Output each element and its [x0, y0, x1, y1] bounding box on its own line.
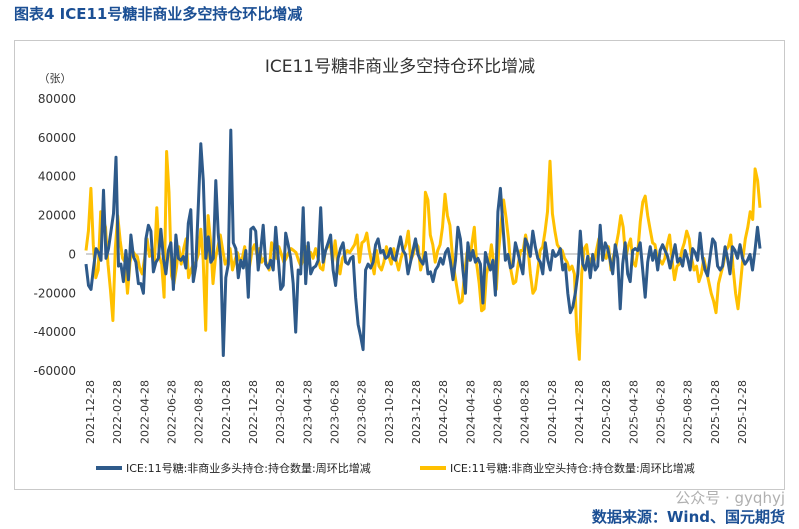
x-tick-label: 2025-12-28: [736, 380, 749, 444]
y-axis: 80000 60000 40000 20000 0 -20000 -40000 -60000: [33, 92, 76, 378]
x-tick-label: 2023-06-28: [329, 380, 342, 444]
x-tick-label: 2024-06-28: [492, 380, 505, 444]
y-axis-unit: （张）: [39, 72, 72, 85]
legend: ICE:11号糖:非商业多头持仓:持仓数量:周环比增减 ICE:11号糖:非商业…: [96, 461, 695, 475]
x-tick-label: 2022-10-28: [220, 380, 233, 444]
x-tick-label: 2024-10-28: [546, 380, 559, 444]
x-tick-label: 2023-12-28: [410, 380, 423, 444]
x-tick-label: 2022-04-28: [138, 380, 151, 444]
legend-label-long: ICE:11号糖:非商业多头持仓:持仓数量:周环比增减: [126, 461, 371, 475]
x-tick-label: 2024-12-28: [573, 380, 586, 444]
x-tick-label: 2025-02-28: [600, 380, 613, 444]
x-tick-label: 2025-06-28: [655, 380, 668, 444]
x-tick-label: 2022-08-28: [193, 380, 206, 444]
x-tick-label: 2025-08-28: [682, 380, 695, 444]
x-tick-label: 2022-02-28: [111, 380, 124, 444]
series-line-long: [84, 128, 762, 357]
y-tick-label: 20000: [38, 209, 76, 223]
y-tick-label: 80000: [38, 92, 76, 106]
y-tick-label: 40000: [38, 170, 76, 184]
chart-title: ICE11号糖非商业多空持仓环比增减: [265, 57, 535, 77]
legend-label-short: ICE:11号糖:非商业空头持仓:持仓数量:周环比增减: [450, 461, 695, 475]
source-note: 数据来源：Wind、国元期货: [591, 508, 785, 526]
x-tick-label: 2025-04-28: [627, 380, 640, 444]
watermark: 公众号 · gyqhyj: [675, 489, 785, 507]
x-tick-label: 2023-02-28: [274, 380, 287, 444]
x-tick-label: 2024-08-28: [519, 380, 532, 444]
y-tick-label: 60000: [38, 131, 76, 145]
x-tick-label: 2021-12-28: [84, 380, 97, 444]
x-tick-label: 2023-04-28: [301, 380, 314, 444]
x-tick-label: 2022-06-28: [166, 380, 179, 444]
chart-frame: [14, 40, 785, 490]
plot-area: [84, 128, 762, 361]
x-tick-label: 2023-08-28: [356, 380, 369, 444]
y-tick-label: 0: [68, 247, 76, 261]
y-tick-label: -60000: [33, 364, 76, 378]
x-tick-label: 2025-10-28: [709, 380, 722, 444]
y-tick-label: -20000: [33, 286, 76, 300]
figure-title: 图表4 ICE11号糖非商业多空持仓环比增减: [14, 5, 303, 23]
y-tick-label: -40000: [33, 325, 76, 339]
x-tick-label: 2023-10-28: [383, 380, 396, 444]
x-axis: 2021-12-28 2022-02-28 2022-04-28 2022-06-28…: [84, 380, 749, 444]
x-tick-label: 2024-02-28: [437, 380, 450, 444]
x-tick-label: 2022-12-28: [247, 380, 260, 444]
x-tick-label: 2024-04-28: [464, 380, 477, 444]
